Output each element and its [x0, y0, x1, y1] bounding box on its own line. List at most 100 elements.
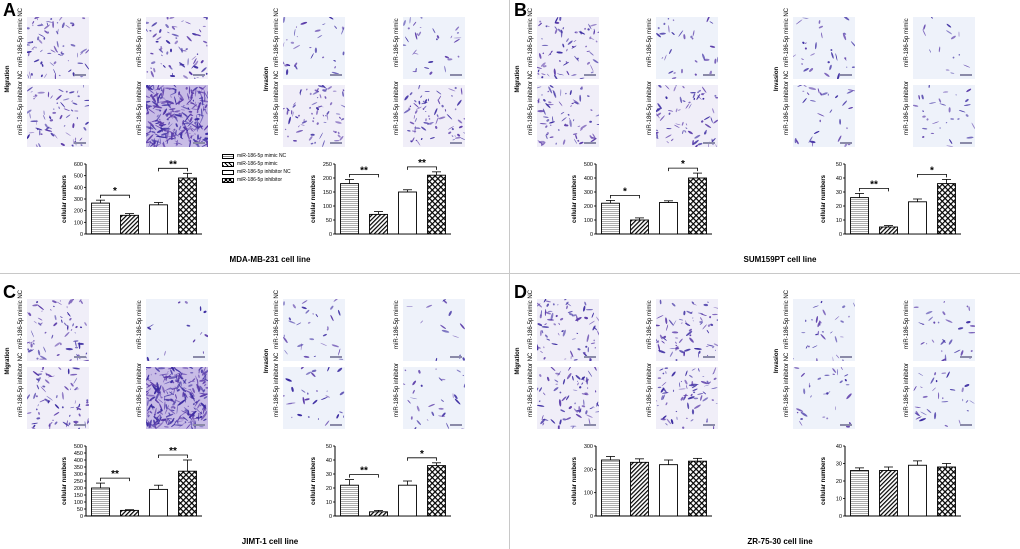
- panel-caption: SUM159PT cell line: [743, 255, 817, 264]
- scale-bar: [703, 424, 715, 426]
- y-tick-label: 50: [326, 218, 332, 224]
- micrograph-image: [146, 367, 208, 429]
- migration-label: Migration: [5, 347, 11, 375]
- y-tick-label: 250: [74, 479, 83, 485]
- micrograph: [913, 17, 975, 79]
- micrograph-image: [913, 367, 975, 429]
- scale-bar: [960, 356, 972, 358]
- row-label: miR-186-5p inhibitor NC: [528, 352, 534, 417]
- legend-item: miR-186-5p inhibitor: [222, 176, 291, 184]
- invasion-label: Invasion: [264, 66, 270, 92]
- scale-bar: [450, 424, 462, 426]
- micrograph: [793, 85, 855, 147]
- bar-chart: 0 100 200 300 cellular numbers: [572, 444, 712, 520]
- micrograph: [27, 17, 89, 79]
- significance-mark: **: [169, 446, 177, 457]
- bar: [879, 470, 898, 517]
- y-tick-label: 100: [74, 500, 83, 506]
- micrograph-image: [146, 17, 208, 79]
- scale-bar: [703, 356, 715, 358]
- scale-bar: [960, 424, 972, 426]
- bar: [398, 191, 417, 235]
- row-label: miR-186-5p mimic NC: [528, 7, 534, 67]
- y-tick-label: 150: [323, 190, 332, 196]
- bar: [178, 177, 197, 235]
- scale-bar: [584, 424, 596, 426]
- horizontal-divider: [0, 273, 1020, 274]
- y-tick-label: 200: [584, 467, 593, 473]
- y-tick-label: 20: [836, 204, 842, 210]
- invasion-label: Invasion: [774, 66, 780, 92]
- micrograph-image: [27, 367, 89, 429]
- scale-bar: [584, 142, 596, 144]
- bar: [340, 183, 359, 235]
- legend-item: miR-186-5p mimic: [222, 160, 291, 168]
- micrograph-image: [537, 367, 599, 429]
- micrograph-image: [793, 299, 855, 361]
- row-label: miR-186-5p inhibitor NC: [274, 70, 280, 135]
- row-label: miR-186-5p mimic: [137, 300, 143, 349]
- row-label: miR-186-5p mimic: [647, 300, 653, 349]
- row-label: miR-186-5p mimic: [904, 18, 910, 67]
- row-label: miR-186-5p inhibitor: [904, 80, 910, 135]
- bar: [91, 202, 110, 235]
- micrograph-image: [403, 367, 465, 429]
- micrograph-image: [283, 17, 345, 79]
- micrograph-image: [656, 17, 718, 79]
- micrograph-image: [793, 367, 855, 429]
- panel-caption: ZR-75-30 cell line: [747, 537, 813, 546]
- micrograph-image: [283, 85, 345, 147]
- row-label: miR-186-5p mimic: [137, 18, 143, 67]
- scale-bar: [74, 74, 86, 76]
- row-label: miR-186-5p inhibitor NC: [784, 70, 790, 135]
- row-label: miR-186-5p inhibitor: [137, 80, 143, 135]
- y-tick-label: 0: [839, 514, 842, 520]
- y-tick-label: 0: [329, 514, 332, 520]
- bar: [149, 488, 168, 517]
- significance-mark: *: [681, 159, 685, 170]
- y-axis-label: cellular numbers: [311, 456, 317, 505]
- micrograph: [537, 367, 599, 429]
- y-tick-label: 200: [74, 209, 83, 215]
- row-label: miR-186-5p inhibitor: [647, 362, 653, 417]
- micrograph-image: [656, 85, 718, 147]
- bar: [601, 459, 620, 517]
- bar: [120, 214, 139, 235]
- scale-bar: [450, 74, 462, 76]
- significance-bracket: [158, 454, 188, 458]
- significance-bracket: [349, 474, 379, 478]
- significance-mark: *: [623, 186, 627, 197]
- scale-bar: [960, 142, 972, 144]
- scale-bar: [330, 74, 342, 76]
- y-tick-label: 400: [584, 176, 593, 182]
- row-label: miR-186-5p inhibitor NC: [528, 70, 534, 135]
- y-tick-label: 20: [836, 479, 842, 485]
- significance-mark: **: [169, 159, 177, 170]
- significance-mark: **: [111, 469, 119, 480]
- micrograph: [27, 299, 89, 361]
- micrograph: [27, 85, 89, 147]
- micrograph-image: [793, 17, 855, 79]
- y-tick-label: 30: [836, 462, 842, 468]
- migration-label: Migration: [5, 65, 11, 93]
- bar: [369, 511, 388, 517]
- y-tick-label: 0: [590, 514, 593, 520]
- bar: [850, 470, 869, 517]
- scale-bar: [74, 142, 86, 144]
- row-label: miR-186-5p inhibitor: [394, 362, 400, 417]
- row-label: miR-186-5p inhibitor: [137, 362, 143, 417]
- bar: [427, 174, 446, 235]
- micrograph: [146, 17, 208, 79]
- y-tick-label: 0: [839, 232, 842, 238]
- bar: [937, 466, 956, 517]
- scale-bar: [960, 74, 972, 76]
- micrograph-image: [537, 17, 599, 79]
- panel-caption: MDA-MB-231 cell line: [229, 255, 311, 264]
- y-tick-label: 500: [584, 162, 593, 168]
- y-tick-label: 450: [74, 451, 83, 457]
- bar-chart: 0 100 200 300 400 500 cellular numbers * *: [572, 159, 712, 238]
- micrograph: [283, 299, 345, 361]
- micrograph: [537, 85, 599, 147]
- y-tick-label: 150: [74, 493, 83, 499]
- micrograph-image: [146, 299, 208, 361]
